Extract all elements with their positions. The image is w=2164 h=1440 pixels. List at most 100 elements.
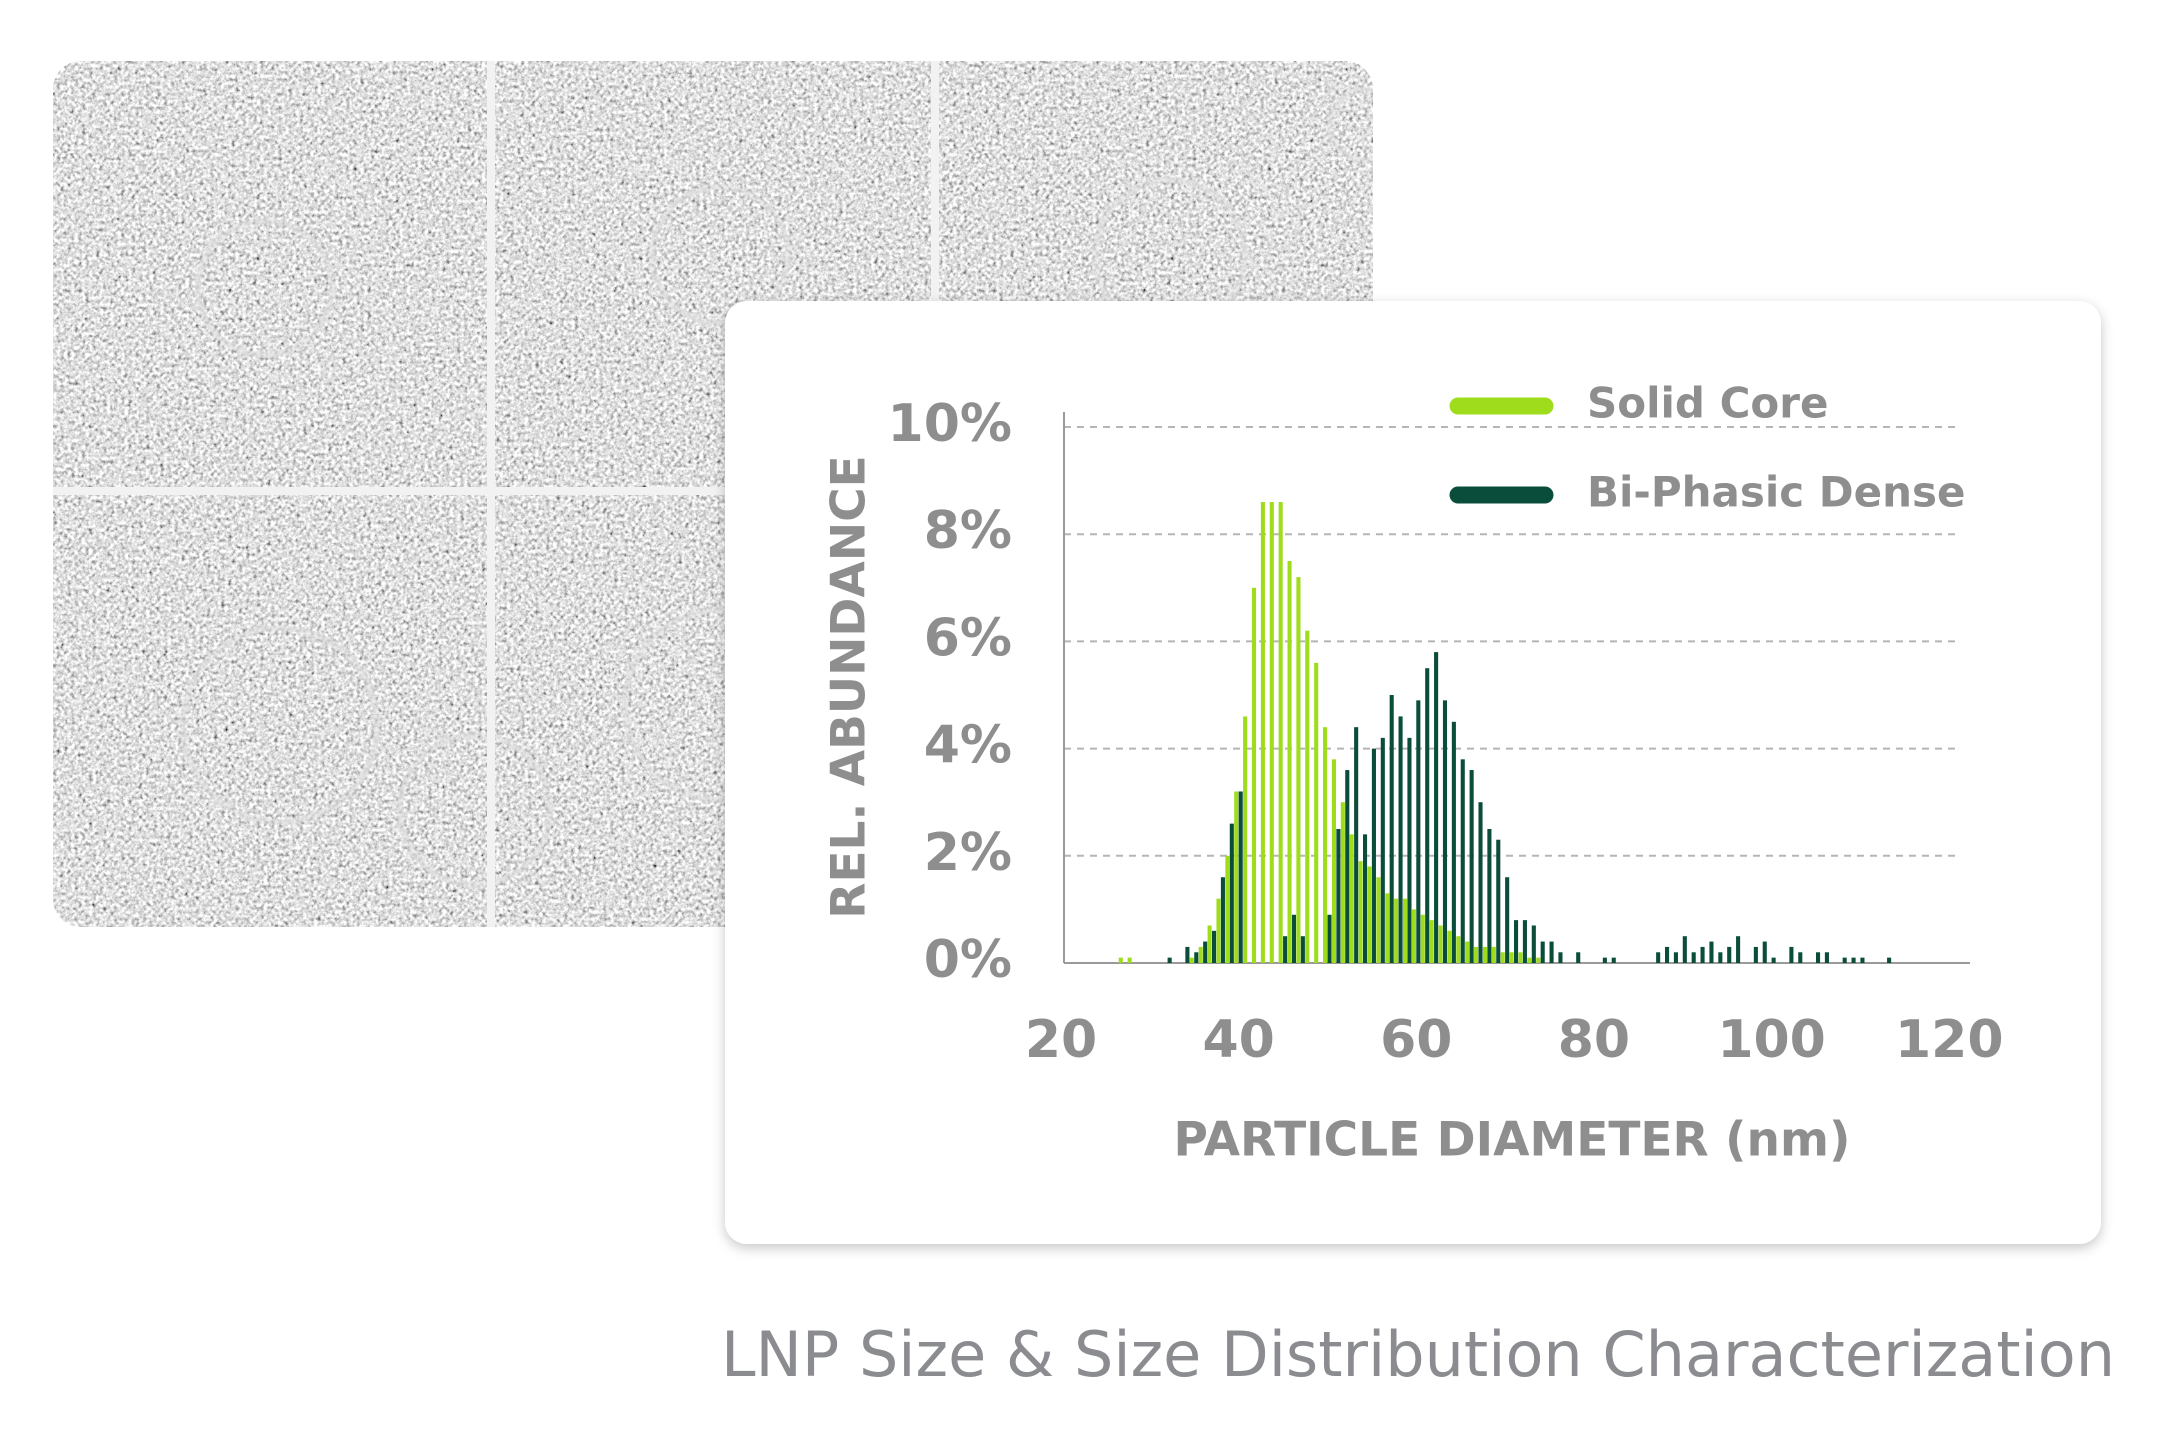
bar	[1358, 861, 1363, 963]
bar	[1682, 936, 1687, 963]
bar	[1198, 946, 1203, 963]
bar	[1491, 946, 1496, 963]
bar	[1323, 727, 1328, 963]
bar	[1225, 855, 1230, 963]
bar	[1700, 946, 1705, 963]
bar	[1474, 946, 1479, 963]
bar	[1531, 925, 1536, 963]
bar	[1456, 936, 1461, 963]
bar	[1194, 952, 1199, 963]
bar	[1771, 957, 1776, 963]
bar	[1189, 957, 1194, 963]
bar	[1363, 834, 1368, 963]
bar	[1212, 930, 1217, 963]
bar	[1407, 737, 1412, 963]
bar	[1385, 893, 1390, 963]
bar	[1220, 877, 1225, 963]
bar	[1656, 952, 1661, 963]
bar	[1229, 823, 1234, 963]
bar	[1238, 791, 1243, 963]
y-tick-label: 8%	[924, 501, 1012, 561]
bar	[1216, 898, 1221, 963]
bar	[1558, 952, 1563, 963]
bar	[1540, 941, 1545, 963]
bar	[1118, 957, 1123, 963]
bar	[1283, 936, 1288, 963]
x-axis-title: PARTICLE DIAMETER (nm)	[1174, 1113, 1851, 1168]
x-tick-label: 80	[1558, 1010, 1630, 1070]
bar	[1487, 829, 1492, 963]
bar	[1380, 737, 1385, 963]
legend-label: Bi-Phasic Dense	[1587, 468, 1966, 517]
y-tick-label: 4%	[924, 716, 1012, 776]
bar	[1727, 946, 1732, 963]
x-tick-label: 60	[1380, 1010, 1452, 1070]
bar	[1527, 957, 1532, 963]
bar	[1398, 716, 1403, 963]
bar	[1278, 502, 1283, 963]
bar	[1203, 941, 1208, 963]
bar	[1505, 877, 1510, 963]
x-tick-label: 40	[1202, 1010, 1274, 1070]
bar	[1349, 834, 1354, 963]
bar	[1860, 957, 1865, 963]
bar	[1549, 941, 1554, 963]
bar	[1482, 946, 1487, 963]
bar	[1411, 909, 1416, 963]
bar	[1300, 936, 1305, 963]
bar	[1518, 952, 1523, 963]
bar	[1207, 925, 1212, 963]
bar	[1469, 770, 1474, 963]
y-tick-label: 2%	[924, 823, 1012, 883]
bar	[1269, 502, 1274, 963]
bar	[1296, 577, 1301, 963]
bar	[1887, 957, 1892, 963]
caption: LNP Size & Size Distribution Characteriz…	[721, 1318, 2115, 1391]
bar	[1509, 952, 1514, 963]
y-tick-label: 6%	[924, 608, 1012, 668]
bar	[1824, 952, 1829, 963]
bar	[1429, 920, 1434, 963]
plot: 0% 2% 4% 6% 8% 10% 20 40 60 80 100 120 Solid Core Bi-…	[888, 379, 2004, 1071]
bar	[1789, 946, 1794, 963]
bar	[1420, 914, 1425, 963]
bar	[1416, 700, 1421, 963]
bar	[1336, 829, 1341, 963]
bar	[1185, 946, 1190, 963]
bar	[1500, 952, 1505, 963]
y-axis-title: REL. ABUNDANCE	[822, 455, 877, 918]
bar	[1367, 866, 1372, 963]
bar	[1260, 502, 1265, 963]
bar	[1753, 946, 1758, 963]
bar	[1816, 952, 1821, 963]
bar	[1762, 941, 1767, 963]
bar	[1451, 721, 1456, 963]
bar	[1394, 898, 1399, 963]
bar	[1709, 941, 1714, 963]
bar	[1314, 662, 1319, 963]
bar	[1167, 957, 1172, 963]
legend-label: Solid Core	[1587, 379, 1828, 428]
bar	[1376, 877, 1381, 963]
bar	[1371, 748, 1376, 963]
bar	[1522, 920, 1527, 963]
bar	[1465, 941, 1470, 963]
bar	[1251, 587, 1257, 963]
bar	[1340, 802, 1345, 963]
bar	[1425, 668, 1430, 963]
bar	[1291, 914, 1297, 963]
bar	[1305, 630, 1310, 963]
bar	[1354, 727, 1359, 963]
bar	[1496, 839, 1501, 963]
x-tick-label: 100	[1717, 1010, 1826, 1070]
bar	[1718, 952, 1723, 963]
bar	[1447, 930, 1452, 963]
bar	[1434, 652, 1439, 963]
bar	[1851, 957, 1856, 963]
bar	[1736, 936, 1741, 963]
y-tick-label: 0%	[924, 930, 1012, 990]
bar	[1327, 914, 1332, 963]
bar	[1389, 695, 1394, 963]
